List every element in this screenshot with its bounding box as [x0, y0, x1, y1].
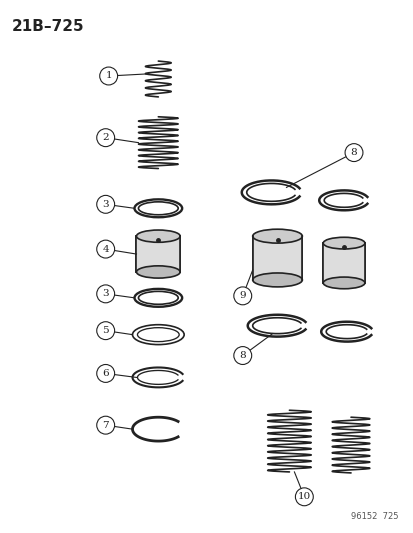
Ellipse shape — [134, 199, 182, 217]
Circle shape — [233, 346, 251, 365]
Circle shape — [97, 416, 114, 434]
Ellipse shape — [136, 230, 180, 243]
Circle shape — [233, 287, 251, 305]
Circle shape — [97, 322, 114, 340]
Text: 5: 5 — [102, 326, 109, 335]
Text: 6: 6 — [102, 369, 109, 378]
Bar — [252, 236, 301, 280]
Ellipse shape — [252, 273, 301, 287]
Text: 8: 8 — [350, 148, 356, 157]
Circle shape — [100, 67, 117, 85]
Text: 21B–725: 21B–725 — [11, 19, 84, 34]
Circle shape — [97, 129, 114, 147]
Ellipse shape — [323, 277, 364, 289]
Text: 8: 8 — [239, 351, 245, 360]
Circle shape — [97, 196, 114, 213]
Text: 1: 1 — [105, 71, 112, 80]
Ellipse shape — [132, 325, 184, 345]
Bar — [136, 236, 180, 272]
Circle shape — [97, 285, 114, 303]
Circle shape — [97, 240, 114, 258]
Circle shape — [295, 488, 313, 506]
Text: 3: 3 — [102, 289, 109, 298]
Ellipse shape — [323, 237, 364, 249]
Circle shape — [97, 365, 114, 382]
Ellipse shape — [138, 292, 178, 304]
Ellipse shape — [252, 229, 301, 243]
Text: 7: 7 — [102, 421, 109, 430]
Circle shape — [344, 144, 362, 161]
Text: 10: 10 — [297, 492, 310, 502]
Ellipse shape — [138, 202, 178, 215]
Bar — [323, 243, 364, 283]
Text: 2: 2 — [102, 133, 109, 142]
Ellipse shape — [136, 266, 180, 278]
Text: 3: 3 — [102, 200, 109, 209]
Ellipse shape — [134, 289, 182, 307]
Ellipse shape — [137, 328, 179, 342]
Text: 9: 9 — [239, 292, 245, 301]
Text: 4: 4 — [102, 245, 109, 254]
Text: 96152  725: 96152 725 — [350, 512, 398, 521]
